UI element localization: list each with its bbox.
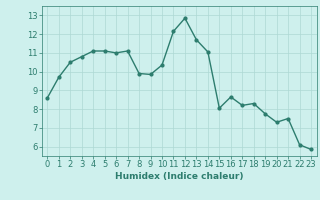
X-axis label: Humidex (Indice chaleur): Humidex (Indice chaleur) [115,172,244,181]
